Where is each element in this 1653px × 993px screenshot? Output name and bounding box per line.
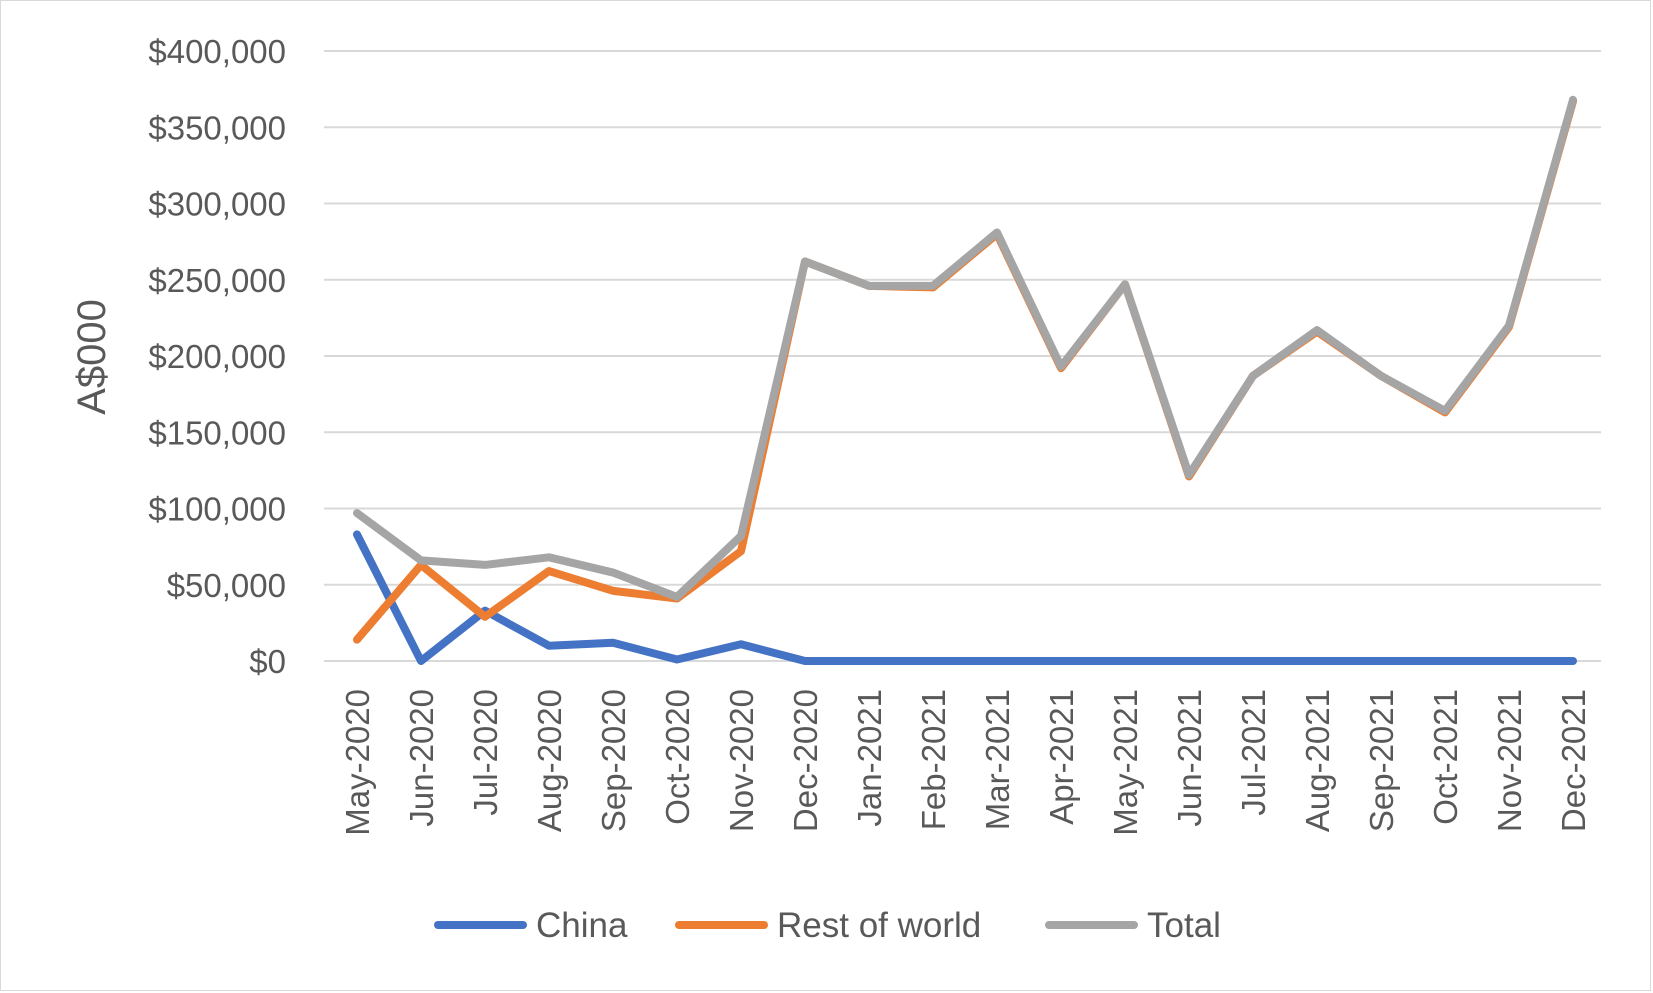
y-tick-label: $250,000	[148, 262, 286, 299]
x-tick-label: Dec-2021	[1555, 689, 1592, 832]
y-tick-label: $400,000	[148, 33, 286, 70]
x-tick-label: May-2021	[1107, 689, 1144, 836]
legend: China Rest of world Total	[434, 906, 1221, 945]
x-tick-label: Oct-2021	[1427, 689, 1464, 825]
x-tick-label: Apr-2021	[1043, 689, 1080, 825]
y-tick-label: $200,000	[148, 338, 286, 375]
x-tick-label: Sep-2020	[595, 689, 632, 832]
x-tick-label: Sep-2021	[1363, 689, 1400, 832]
y-tick-label: $350,000	[148, 109, 286, 146]
x-tick-label: Oct-2020	[659, 689, 696, 825]
x-tick-label: Jul-2020	[467, 689, 504, 816]
x-tick-label: Nov-2020	[723, 689, 760, 832]
y-axis-tick-labels: $0 $50,000 $100,000 $150,000 $200,000 $250,00…	[148, 33, 286, 680]
y-tick-label: $100,000	[148, 491, 286, 528]
x-tick-label: Aug-2020	[531, 689, 568, 832]
y-axis-title: A$000	[70, 299, 114, 415]
y-tick-label: $0	[249, 643, 286, 680]
x-tick-label: Mar-2021	[979, 689, 1016, 830]
legend-label: Rest of world	[777, 906, 981, 945]
y-tick-label: $150,000	[148, 414, 286, 451]
y-tick-label: $300,000	[148, 186, 286, 223]
legend-label: China	[536, 906, 628, 945]
x-tick-label: Aug-2021	[1299, 689, 1336, 832]
gridlines	[324, 50, 1601, 662]
series-line-total	[353, 95, 1577, 601]
x-tick-label: Feb-2021	[915, 689, 952, 830]
x-tick-label: Jun-2020	[403, 689, 440, 827]
x-axis-tick-labels: May-2020 Jun-2020 Jul-2020 Aug-2020 Sep-2020…	[339, 689, 1592, 836]
x-tick-label: Jul-2021	[1235, 689, 1272, 816]
x-tick-label: Jan-2021	[851, 689, 888, 827]
series-lines	[353, 95, 1577, 665]
x-tick-label: Dec-2020	[787, 689, 824, 832]
x-tick-label: Jun-2021	[1171, 689, 1208, 827]
legend-label: Total	[1147, 906, 1221, 945]
series-line-china	[353, 530, 1577, 665]
x-tick-label: May-2020	[339, 689, 376, 836]
x-tick-label: Nov-2021	[1491, 689, 1528, 832]
y-tick-label: $50,000	[167, 567, 286, 604]
